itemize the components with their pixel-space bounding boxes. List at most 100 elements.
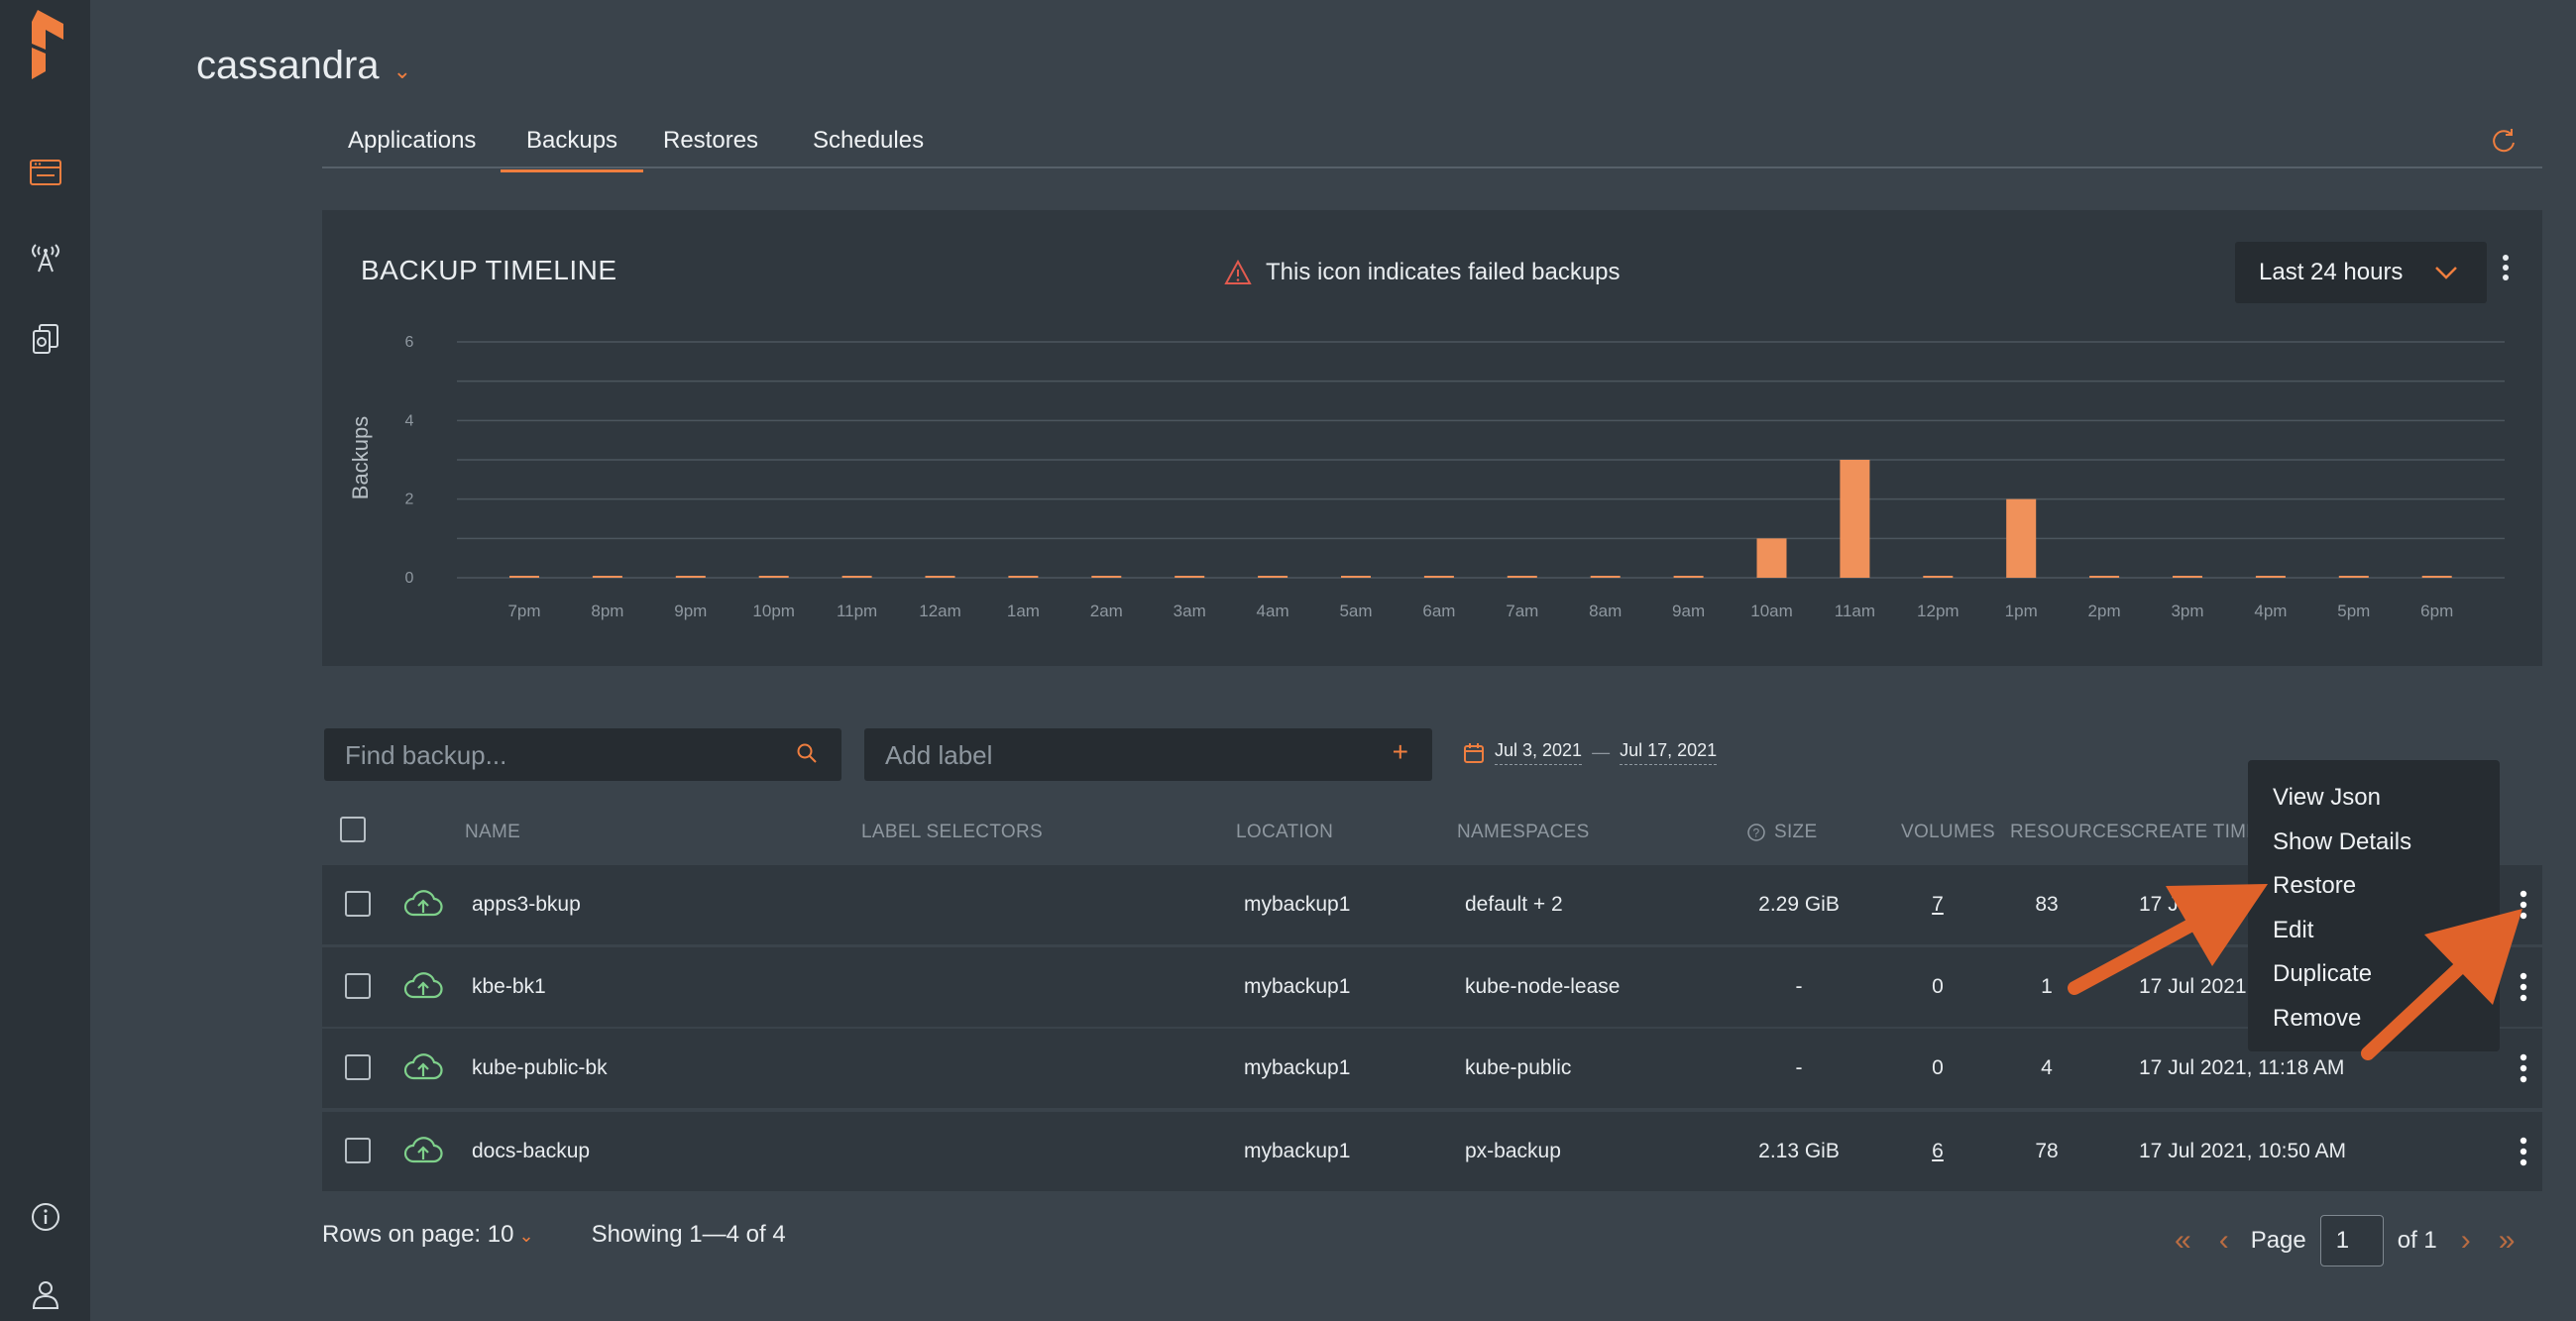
refresh-icon[interactable]: [2490, 127, 2518, 160]
row-checkbox[interactable]: [345, 973, 371, 999]
table-row[interactable]: kube-public-bk mybackup1 kube-public - 0 4 17 …: [322, 1029, 2542, 1108]
menu-duplicate[interactable]: Duplicate: [2273, 960, 2373, 988]
tab-backups[interactable]: Backups: [501, 121, 644, 172]
rows-per-page-label: Rows on page: 10: [322, 1221, 514, 1248]
antenna-icon[interactable]: [0, 241, 90, 273]
backup-timeline-panel: BACKUP TIMELINE This icon indicates fail…: [322, 210, 2542, 666]
backup-name[interactable]: kbe-bk1: [472, 975, 546, 998]
bar-9am[interactable]: [1673, 576, 1704, 578]
timeline-title: BACKUP TIMELINE: [361, 255, 617, 285]
row-more-icon[interactable]: [2519, 971, 2528, 1008]
applications-icon[interactable]: [0, 159, 90, 186]
select-all-checkbox[interactable]: [340, 817, 366, 842]
col-location[interactable]: LOCATION: [1236, 822, 1334, 842]
row-more-icon[interactable]: [2519, 1052, 2528, 1089]
bar-6am[interactable]: [1423, 576, 1454, 578]
documents-icon[interactable]: [0, 323, 90, 355]
first-page-icon[interactable]: «: [2175, 1224, 2191, 1257]
rows-per-page-select[interactable]: Rows on page: 10 ⌄: [322, 1221, 534, 1249]
backup-create-time: 17 Jul 2021, 11:18 AM: [2139, 1056, 2345, 1079]
user-icon[interactable]: [0, 1278, 90, 1310]
volumes-value: 0: [1932, 1056, 1944, 1079]
prev-page-icon[interactable]: ‹: [2218, 1224, 2229, 1257]
table-row[interactable]: apps3-bkup mybackup1 default + 2 2.29 GiB 7 8…: [322, 865, 2542, 944]
col-name[interactable]: NAME: [465, 822, 521, 842]
backup-create-time: 17 Jul 2021, 10:50 AM: [2139, 1140, 2346, 1162]
bar-9pm[interactable]: [675, 576, 706, 578]
table-footer: Rows on page: 10 ⌄ Showing 1—4 of 4: [322, 1221, 786, 1249]
last-page-icon[interactable]: »: [2498, 1224, 2516, 1257]
bar-7am[interactable]: [1507, 576, 1537, 578]
tab-applications[interactable]: Applications: [348, 127, 477, 154]
info-icon[interactable]: [0, 1201, 90, 1233]
volumes-link[interactable]: 7: [1932, 893, 1944, 916]
search-icon[interactable]: [796, 742, 818, 764]
menu-edit[interactable]: Edit: [2273, 916, 2314, 943]
label-input[interactable]: [885, 740, 1311, 771]
bar-3pm[interactable]: [2173, 576, 2202, 578]
page-total: of 1: [2397, 1227, 2437, 1254]
timeline-more-icon[interactable]: [2501, 254, 2511, 286]
bar-6pm[interactable]: [2421, 576, 2452, 578]
bar-11am[interactable]: [1840, 460, 1870, 578]
table-row[interactable]: docs-backup mybackup1 px-backup 2.13 GiB 6 78…: [322, 1112, 2542, 1191]
backup-volumes[interactable]: 6: [1888, 1112, 1987, 1191]
backup-success-icon: [403, 1112, 443, 1191]
bar-11pm[interactable]: [841, 576, 872, 578]
bar-10am[interactable]: [1756, 538, 1787, 578]
bar-12pm[interactable]: [1923, 576, 1954, 578]
page-number-input[interactable]: [2319, 1215, 2384, 1266]
tab-schedules[interactable]: Schedules: [813, 127, 925, 154]
date-separator: —: [1592, 742, 1611, 762]
row-more-icon[interactable]: [2519, 1136, 2528, 1172]
x-tick-label: 12am: [919, 602, 961, 620]
bar-5pm[interactable]: [2338, 576, 2369, 578]
menu-view-json[interactable]: View Json: [2273, 784, 2381, 812]
row-checkbox[interactable]: [345, 1054, 371, 1080]
bar-8am[interactable]: [1590, 576, 1621, 578]
bar-10pm[interactable]: [758, 576, 789, 578]
help-icon[interactable]: ?: [1746, 823, 1766, 842]
row-checkbox[interactable]: [345, 1138, 371, 1163]
bar-8pm[interactable]: [592, 576, 622, 578]
bar-5am[interactable]: [1341, 576, 1371, 578]
time-range-select[interactable]: Last 24 hours: [2235, 242, 2487, 303]
bar-3am[interactable]: [1175, 576, 1205, 578]
menu-show-details[interactable]: Show Details: [2273, 827, 2412, 855]
bar-4pm[interactable]: [2255, 576, 2286, 578]
bar-12am[interactable]: [925, 576, 955, 578]
x-tick-label: 2am: [1090, 602, 1123, 620]
search-input[interactable]: [345, 740, 771, 771]
menu-remove[interactable]: Remove: [2273, 1004, 2362, 1032]
col-size[interactable]: ? SIZE: [1746, 822, 1817, 843]
bar-7pm[interactable]: [509, 576, 539, 578]
col-create-time[interactable]: CREATE TIME: [2131, 822, 2260, 842]
date-from[interactable]: Jul 3, 2021: [1495, 740, 1583, 765]
date-to[interactable]: Jul 17, 2021: [1620, 740, 1718, 765]
portworx-logo[interactable]: [0, 10, 90, 79]
backup-volumes[interactable]: 7: [1888, 865, 1987, 944]
bar-1am[interactable]: [1008, 576, 1039, 578]
volumes-link[interactable]: 6: [1932, 1140, 1944, 1162]
bar-2am[interactable]: [1091, 576, 1122, 578]
bar-2pm[interactable]: [2089, 576, 2120, 578]
chevron-down-icon: ⌄: [513, 1226, 534, 1246]
tab-bar: Applications Backups Restores Schedules: [322, 117, 2542, 172]
date-range-filter[interactable]: Jul 3, 2021 — Jul 17, 2021: [1463, 740, 1718, 765]
bar-4am[interactable]: [1258, 576, 1288, 578]
next-page-icon[interactable]: ›: [2460, 1224, 2471, 1257]
app-selector[interactable]: cassandra ⌄: [196, 44, 411, 88]
row-checkbox[interactable]: [345, 891, 371, 917]
row-more-icon[interactable]: [2519, 889, 2528, 926]
backup-name[interactable]: docs-backup: [472, 1140, 591, 1162]
add-label-icon[interactable]: +: [1392, 736, 1408, 767]
table-row[interactable]: kbe-bk1 mybackup1 kube-node-lease -0 1 17 Jul…: [322, 947, 2542, 1027]
backup-name[interactable]: apps3-bkup: [472, 893, 581, 916]
bar-1pm[interactable]: [2006, 498, 2037, 578]
chevron-down-icon: [2435, 267, 2457, 279]
tab-restores[interactable]: Restores: [663, 127, 759, 154]
col-volumes: VOLUMES: [1901, 822, 1996, 842]
backup-timeline-chart: Backups 0 2 4 6 7pm 8pm 9pm 10pm 11pm 12am 1am 2am 3a…: [348, 334, 2505, 620]
menu-restore[interactable]: Restore: [2273, 872, 2357, 900]
backup-name[interactable]: kube-public-bk: [472, 1056, 608, 1079]
